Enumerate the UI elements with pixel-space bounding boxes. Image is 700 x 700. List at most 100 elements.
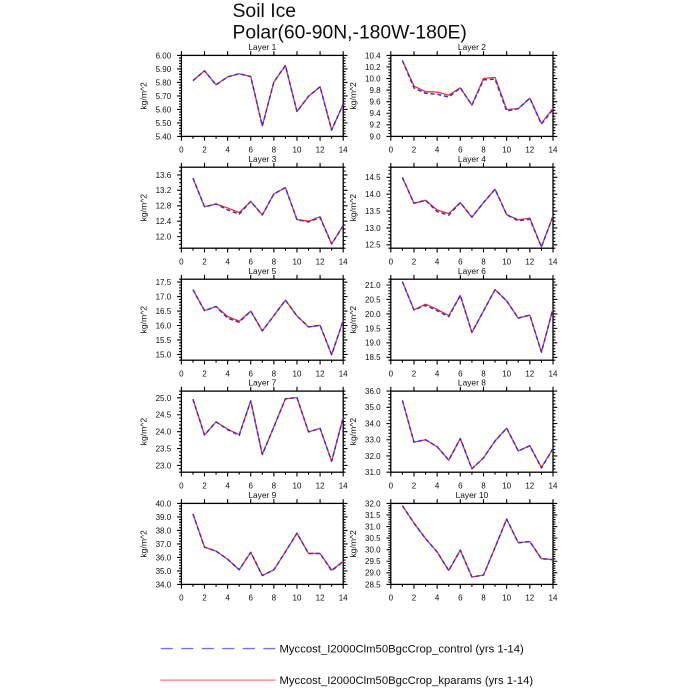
svg-text:Layer 10: Layer 10	[456, 490, 489, 500]
svg-text:6: 6	[248, 481, 253, 490]
svg-text:8: 8	[272, 257, 277, 266]
svg-text:Polar(60-90N,-180W-180E): Polar(60-90N,-180W-180E)	[233, 22, 467, 43]
svg-text:9.6: 9.6	[369, 98, 381, 107]
svg-text:12: 12	[525, 369, 534, 378]
svg-text:31.0: 31.0	[365, 468, 381, 477]
svg-text:4: 4	[435, 481, 440, 490]
svg-text:kg/m^2: kg/m^2	[348, 530, 358, 558]
svg-text:8: 8	[272, 369, 277, 378]
svg-text:10: 10	[293, 594, 302, 603]
svg-text:2: 2	[202, 257, 207, 266]
svg-text:12: 12	[316, 146, 325, 155]
svg-text:Layer 8: Layer 8	[458, 378, 486, 388]
svg-text:17.0: 17.0	[156, 293, 172, 302]
svg-text:17.5: 17.5	[156, 278, 172, 287]
svg-text:10.4: 10.4	[365, 51, 381, 60]
svg-text:4: 4	[225, 257, 230, 266]
svg-text:Layer 7: Layer 7	[248, 378, 276, 388]
svg-text:12: 12	[316, 257, 325, 266]
svg-text:4: 4	[435, 146, 440, 155]
svg-text:Layer 1: Layer 1	[248, 42, 276, 52]
svg-text:5.60: 5.60	[156, 105, 172, 114]
svg-text:4: 4	[225, 146, 230, 155]
svg-text:12: 12	[525, 257, 534, 266]
svg-text:35.0: 35.0	[156, 567, 172, 576]
svg-text:16.5: 16.5	[156, 307, 172, 316]
svg-text:31.5: 31.5	[365, 511, 381, 520]
svg-text:8: 8	[481, 257, 486, 266]
svg-text:kg/m^2: kg/m^2	[348, 306, 358, 334]
svg-text:Soil Ice: Soil Ice	[233, 0, 297, 22]
svg-text:5.80: 5.80	[156, 78, 172, 87]
svg-text:12: 12	[525, 594, 534, 603]
svg-text:kg/m^2: kg/m^2	[138, 418, 148, 446]
svg-text:6: 6	[248, 594, 253, 603]
svg-text:6: 6	[458, 369, 463, 378]
svg-text:12: 12	[525, 146, 534, 155]
svg-text:10: 10	[293, 146, 302, 155]
svg-text:15.5: 15.5	[156, 336, 172, 345]
svg-text:2: 2	[412, 481, 417, 490]
svg-text:39.0: 39.0	[156, 513, 172, 522]
svg-text:Layer 9: Layer 9	[248, 490, 276, 500]
svg-text:kg/m^2: kg/m^2	[348, 82, 358, 110]
svg-text:14.0: 14.0	[365, 190, 381, 199]
svg-text:38.0: 38.0	[156, 526, 172, 535]
svg-text:10: 10	[502, 369, 511, 378]
svg-text:9.4: 9.4	[369, 109, 381, 118]
svg-text:2: 2	[412, 146, 417, 155]
svg-text:6: 6	[248, 257, 253, 266]
svg-text:13.5: 13.5	[365, 207, 381, 216]
svg-text:Layer 2: Layer 2	[458, 42, 486, 52]
svg-text:0: 0	[179, 481, 184, 490]
svg-text:40.0: 40.0	[156, 499, 172, 508]
svg-text:kg/m^2: kg/m^2	[348, 194, 358, 222]
svg-text:10.0: 10.0	[365, 74, 381, 83]
svg-text:Layer 4: Layer 4	[458, 154, 486, 164]
svg-text:0: 0	[389, 594, 394, 603]
svg-text:8: 8	[481, 369, 486, 378]
svg-text:2: 2	[412, 257, 417, 266]
svg-text:4: 4	[435, 257, 440, 266]
svg-text:Myccost_I2000Clm50BgcCrop_kpar: Myccost_I2000Clm50BgcCrop_kparams (yrs 1…	[280, 675, 534, 687]
svg-text:21.0: 21.0	[365, 281, 381, 290]
svg-text:10: 10	[293, 257, 302, 266]
svg-text:5.90: 5.90	[156, 65, 172, 74]
svg-text:20.0: 20.0	[365, 310, 381, 319]
svg-text:8: 8	[272, 146, 277, 155]
svg-text:0: 0	[389, 257, 394, 266]
svg-text:24.0: 24.0	[156, 428, 172, 437]
svg-text:2: 2	[202, 146, 207, 155]
svg-text:30.5: 30.5	[365, 534, 381, 543]
svg-text:2: 2	[412, 369, 417, 378]
svg-text:6: 6	[458, 257, 463, 266]
svg-text:kg/m^2: kg/m^2	[138, 306, 148, 334]
svg-text:12: 12	[316, 481, 325, 490]
svg-text:6: 6	[248, 369, 253, 378]
svg-text:6: 6	[458, 594, 463, 603]
svg-text:12: 12	[316, 369, 325, 378]
svg-text:9.2: 9.2	[369, 121, 381, 130]
svg-text:8: 8	[481, 594, 486, 603]
svg-text:28.5: 28.5	[365, 580, 381, 589]
svg-text:4: 4	[225, 594, 230, 603]
svg-text:kg/m^2: kg/m^2	[138, 82, 148, 110]
svg-text:4: 4	[435, 369, 440, 378]
svg-text:34.0: 34.0	[365, 419, 381, 428]
svg-text:10: 10	[502, 146, 511, 155]
svg-text:10: 10	[502, 257, 511, 266]
svg-text:14.5: 14.5	[365, 173, 381, 182]
svg-text:23.5: 23.5	[156, 444, 172, 453]
svg-text:kg/m^2: kg/m^2	[348, 418, 358, 446]
svg-text:12: 12	[316, 594, 325, 603]
svg-text:6: 6	[458, 481, 463, 490]
svg-text:14: 14	[549, 594, 558, 603]
svg-text:14: 14	[549, 369, 558, 378]
svg-text:29.0: 29.0	[365, 569, 381, 578]
svg-text:4: 4	[225, 481, 230, 490]
svg-text:10: 10	[293, 369, 302, 378]
svg-text:0: 0	[389, 369, 394, 378]
svg-text:0: 0	[389, 146, 394, 155]
svg-text:19.5: 19.5	[365, 324, 381, 333]
svg-text:13.6: 13.6	[156, 171, 172, 180]
